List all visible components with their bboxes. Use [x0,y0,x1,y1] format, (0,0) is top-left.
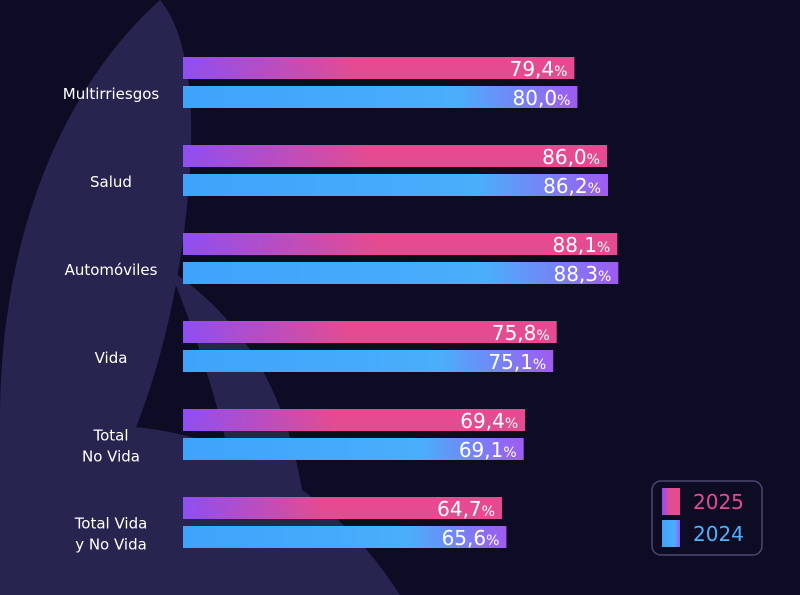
category-label-multirriesgos: Multirriesgos [63,85,160,103]
value-percent-sign: % [557,93,570,109]
value-percent-sign: % [554,64,567,80]
value-number: 86,2 [543,174,588,198]
value-label-total-no-vida-2025: 69,4% [460,409,518,433]
bar-total-vida-y-no-vida-2025 [183,497,502,519]
legend: 2025 2024 [651,480,763,556]
value-label-salud-2024: 86,2% [543,174,601,198]
value-percent-sign: % [505,416,518,432]
category-label-line: Automóviles [65,261,158,279]
bar-multirriesgos-2025 [183,57,575,79]
value-percent-sign: % [536,328,549,344]
value-label-total-no-vida-2024: 69,1% [459,438,517,462]
bars-layer: 79,4%80,0%86,0%86,2%88,1%88,3%75,8%75,1%… [183,57,619,550]
legend-box [651,480,763,556]
value-label-automoviles-2024: 88,3% [553,262,611,286]
category-label-line: No Vida [82,448,140,466]
value-label-total-vida-y-no-vida-2024: 65,6% [442,526,500,550]
bar-total-vida-y-no-vida-2024 [183,526,507,548]
category-label-line: Vida [95,349,128,367]
category-labels-layer: Multirriesgos Salud Automóviles Vida Total No… [63,85,160,554]
category-label-total-vida-y-no-vida: Total Vida y No Vida [74,515,148,554]
category-label-line: Salud [90,173,132,191]
bar-automoviles-2025 [183,233,618,255]
bar-salud-2025 [183,145,607,167]
category-label-line: y No Vida [75,536,147,554]
value-label-salud-2025: 86,0% [542,145,600,169]
bar-salud-2024 [183,174,608,196]
bar-multirriesgos-2024 [183,86,578,108]
category-label-vida: Vida [95,349,128,367]
value-label-multirriesgos-2025: 79,4% [510,57,568,81]
value-percent-sign: % [587,152,600,168]
value-label-vida-2025: 75,8% [492,321,550,345]
value-number: 79,4 [510,57,555,81]
value-number: 75,1 [488,350,533,374]
legend-swatch-2024 [662,520,680,547]
category-label-automoviles: Automóviles [65,261,158,279]
value-number: 80,0 [513,86,558,110]
legend-label-2025: 2025 [693,490,744,514]
value-percent-sign: % [482,504,495,520]
value-percent-sign: % [503,445,516,461]
value-percent-sign: % [486,533,499,549]
bar-total-no-vida-2025 [183,409,526,431]
value-number: 75,8 [492,321,537,345]
value-percent-sign: % [597,240,610,256]
value-percent-sign: % [588,181,601,197]
value-number: 64,7 [437,497,482,521]
category-label-line: Total Vida [74,515,148,533]
value-label-automoviles-2025: 88,1% [552,233,610,257]
category-label-salud: Salud [90,173,132,191]
value-percent-sign: % [598,269,611,285]
category-label-line: Total [92,427,128,445]
value-label-total-vida-y-no-vida-2025: 64,7% [437,497,495,521]
legend-label-2024: 2024 [693,522,744,546]
value-number: 86,0 [542,145,587,169]
value-number: 69,1 [459,438,504,462]
value-percent-sign: % [533,357,546,373]
bar-vida-2024 [183,350,554,372]
legend-swatch-2025 [662,488,680,515]
value-number: 88,3 [553,262,598,286]
category-label-line: Multirriesgos [63,85,160,103]
bar-vida-2025 [183,321,557,343]
category-label-total-no-vida: Total No Vida [82,427,140,466]
value-label-vida-2024: 75,1% [488,350,546,374]
value-label-multirriesgos-2024: 80,0% [513,86,571,110]
value-number: 88,1 [552,233,597,257]
value-number: 65,6 [442,526,487,550]
value-number: 69,4 [460,409,505,433]
bar-automoviles-2024 [183,262,619,284]
bar-total-no-vida-2024 [183,438,524,460]
